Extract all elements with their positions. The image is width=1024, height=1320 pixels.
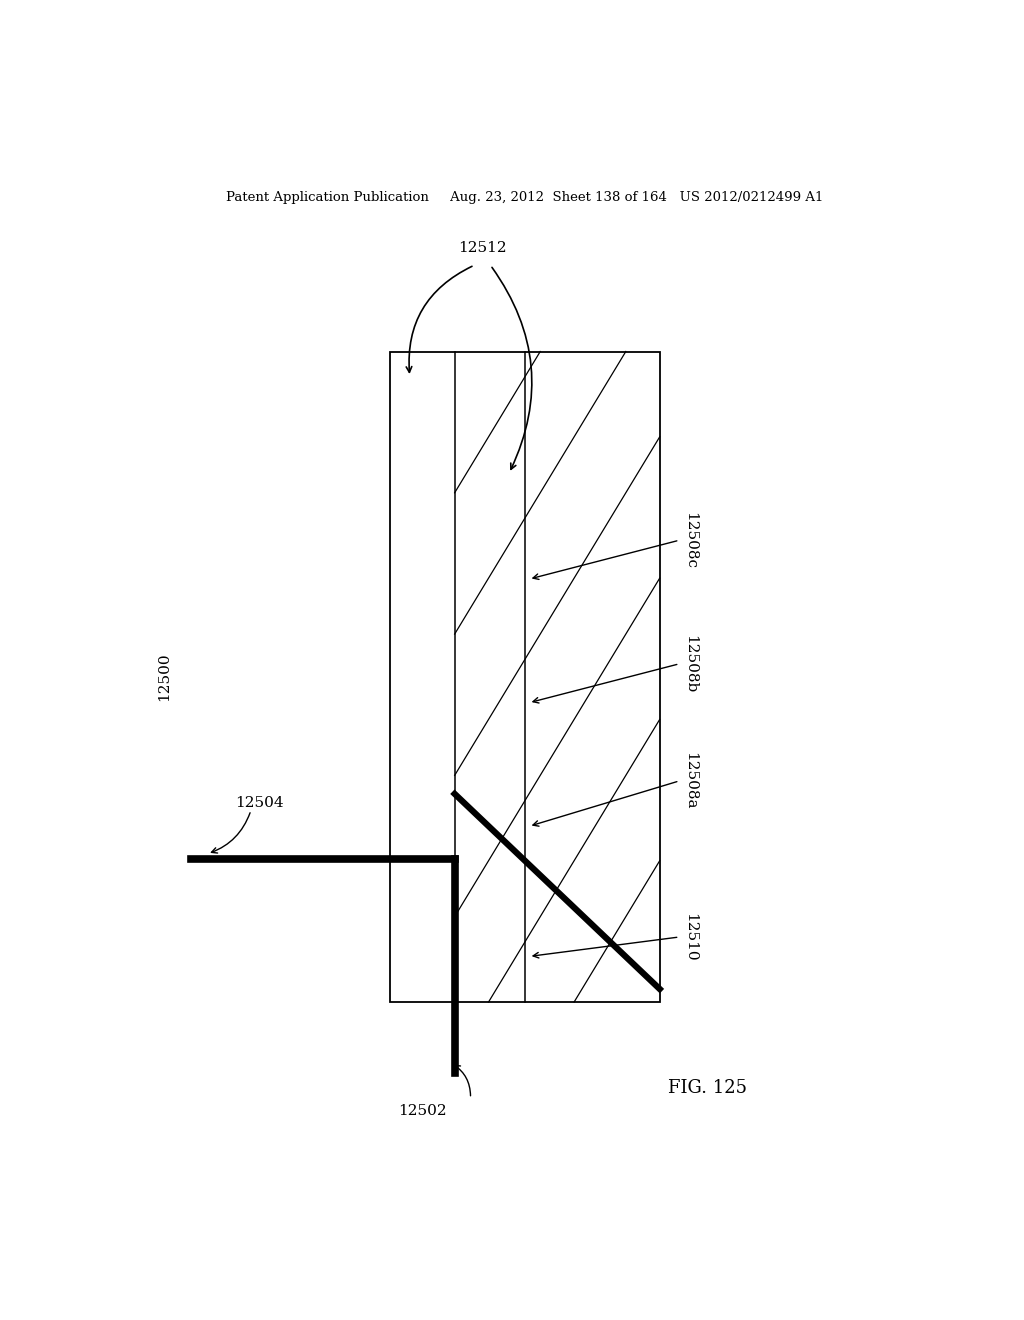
Text: 12508b: 12508b: [684, 635, 697, 693]
Text: 12508a: 12508a: [684, 752, 697, 809]
Bar: [390, 351, 659, 1002]
Text: Patent Application Publication     Aug. 23, 2012  Sheet 138 of 164   US 2012/021: Patent Application Publication Aug. 23, …: [226, 190, 823, 203]
Text: 12500: 12500: [157, 652, 171, 701]
Text: 12512: 12512: [458, 242, 507, 255]
Text: 12502: 12502: [398, 1104, 446, 1118]
Text: 12508c: 12508c: [684, 512, 697, 569]
Text: FIG. 125: FIG. 125: [668, 1080, 746, 1097]
Text: 12510: 12510: [684, 912, 697, 961]
Text: 12504: 12504: [236, 796, 284, 810]
